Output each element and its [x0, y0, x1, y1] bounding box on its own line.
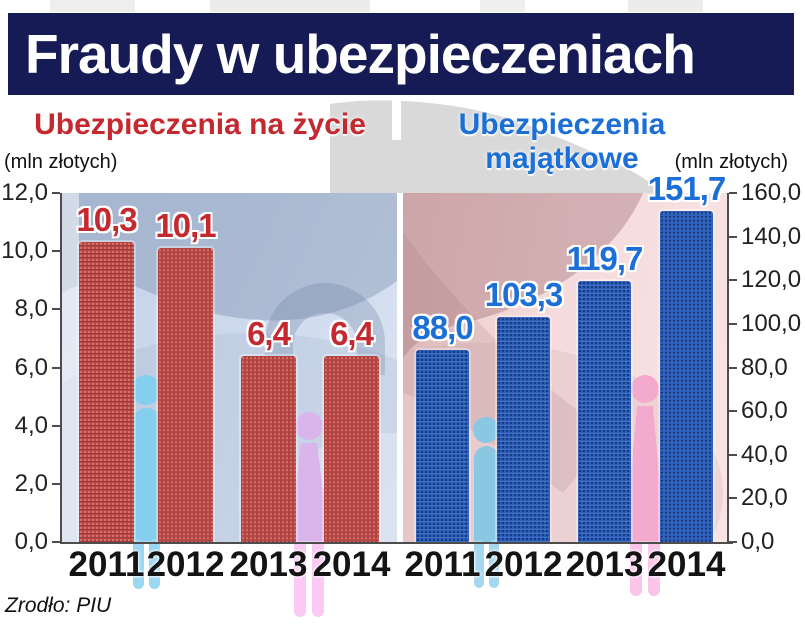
property-tick-mark	[729, 541, 737, 543]
person-legs	[630, 539, 660, 596]
property-tick-label-60,0: 60,0	[741, 397, 788, 424]
property-value-label-2013: 119,7	[566, 240, 644, 277]
property-tick-label-140,0: 140,0	[741, 223, 802, 250]
property-value-label-2012: 103,3	[484, 276, 564, 313]
property-tick-label-0,0: 0,0	[741, 528, 775, 555]
source-note: Zrodło: PIU	[5, 594, 112, 617]
life-tick-label-10,0: 10,0	[1, 237, 48, 264]
property-y-axis-line	[727, 193, 729, 544]
life-bar-2014	[324, 356, 379, 542]
person-torso	[132, 408, 160, 541]
title-bar: Fraudy w ubezpieczeniach	[8, 13, 794, 95]
property-category-label-2012: 2012	[484, 545, 563, 584]
property-tick-mark	[729, 497, 737, 499]
person-legs	[473, 540, 499, 588]
property-category-label-2014: 2014	[647, 545, 726, 584]
person-head	[631, 375, 659, 403]
life-tick-label-8,0: 8,0	[14, 295, 48, 322]
male-person-icon	[470, 417, 502, 588]
life-tick-mark	[52, 541, 60, 543]
property-tick-mark	[729, 279, 737, 281]
life-tick-mark	[52, 483, 60, 485]
property-tick-mark	[729, 323, 737, 325]
life-insurance-chart: 10,3 2011 10,1 2012 6,4 2013 6,4 2014 12,0 10,0 8,…	[1, 179, 399, 617]
life-bar-2012	[158, 248, 213, 542]
property-insurance-chart: 88,0 2011 103,3 2012 119,7 2013 151,7 2014 160,0…	[398, 170, 801, 596]
property-tick-mark	[729, 410, 737, 412]
property-bar-2011	[416, 350, 469, 542]
life-y-axis-line	[60, 193, 62, 544]
life-category-label-2014: 2014	[312, 545, 391, 584]
property-tick-mark	[729, 236, 737, 238]
male-person-icon	[129, 375, 163, 589]
property-category-label-2011: 2011	[404, 545, 481, 584]
chart-title-life: Ubezpieczenia na życie	[34, 108, 366, 141]
property-tick-label-40,0: 40,0	[741, 441, 788, 468]
unit-label-life: (mln złotych)	[4, 151, 118, 173]
property-tick-label-100,0: 100,0	[741, 310, 802, 337]
property-bar-2013	[578, 281, 631, 542]
life-value-label-2014: 6,4	[330, 315, 374, 352]
property-category-label-2013: 2013	[565, 545, 644, 584]
life-tick-mark	[52, 425, 60, 427]
property-tick-label-160,0: 160,0	[741, 179, 802, 206]
property-tick-label-20,0: 20,0	[741, 484, 788, 511]
person-legs	[294, 539, 324, 617]
life-tick-mark	[52, 367, 60, 369]
life-tick-label-4,0: 4,0	[14, 412, 48, 439]
property-x-axis-line	[398, 542, 733, 544]
life-x-axis-line	[60, 542, 399, 544]
life-tick-label-12,0: 12,0	[1, 179, 48, 206]
life-tick-label-2,0: 2,0	[14, 470, 48, 497]
life-tick-mark	[52, 308, 60, 310]
property-value-label-2011: 88,0	[412, 309, 473, 346]
unit-label-property: (mln złotych)	[674, 151, 788, 173]
property-bar-2012	[497, 317, 550, 542]
person-torso	[473, 446, 499, 542]
life-tick-mark	[52, 250, 60, 252]
female-person-icon	[289, 412, 329, 617]
life-tick-mark	[52, 192, 60, 194]
life-bar-2011	[79, 242, 134, 542]
person-head	[295, 412, 323, 440]
person-legs	[132, 539, 160, 589]
property-bar-2014	[660, 211, 713, 542]
property-value-label-2014: 151,7	[647, 170, 727, 207]
life-tick-label-6,0: 6,0	[14, 354, 48, 381]
property-tick-label-120,0: 120,0	[741, 266, 802, 293]
person-head	[131, 375, 161, 405]
person-head	[473, 417, 499, 443]
property-tick-label-80,0: 80,0	[741, 354, 788, 381]
female-person-icon	[625, 375, 665, 596]
property-tick-mark	[729, 367, 737, 369]
life-category-label-2011: 2011	[68, 545, 145, 584]
life-tick-label-0,0: 0,0	[14, 528, 48, 555]
life-value-label-2012: 10,1	[155, 207, 216, 244]
property-tick-mark	[729, 454, 737, 456]
life-category-label-2013: 2013	[229, 545, 308, 584]
chart-title-property: Ubezpieczenia majątkowe	[458, 108, 666, 175]
property-tick-mark	[729, 192, 737, 194]
person-torso	[625, 406, 665, 541]
life-value-label-2013: 6,4	[247, 315, 291, 352]
life-category-label-2012: 2012	[146, 545, 225, 584]
life-bar-2013	[241, 356, 296, 542]
life-value-label-2011: 10,3	[76, 201, 137, 238]
page-title: Fraudy w ubezpieczeniach	[25, 23, 696, 85]
